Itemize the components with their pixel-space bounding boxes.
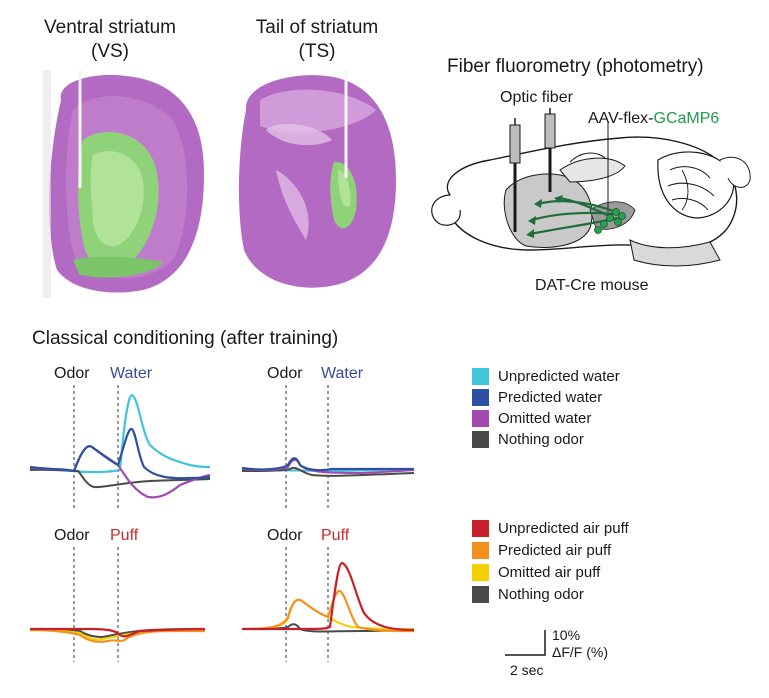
ts-unpredicted-air-puff-trace (242, 561, 415, 632)
mouse-brain-schematic (431, 108, 751, 267)
legend-swatch (472, 585, 489, 603)
ts-brain-image (236, 70, 399, 298)
legend-swatch (472, 519, 489, 537)
ts-predicted-water-trace (241, 457, 414, 472)
ts-water-traces (241, 385, 415, 510)
vs-puff-traces (29, 547, 206, 662)
legend-water-predicted: Predicted water (472, 387, 602, 407)
ts-water-odor-label: Odor (267, 365, 303, 382)
legend-swatch (472, 388, 489, 406)
scale-y-value: 10% (552, 627, 581, 643)
vs-puff-odor-label: Odor (54, 527, 90, 544)
ts-puff-traces (241, 547, 415, 662)
legend-swatch (472, 430, 489, 448)
legend-puff-nothing: Nothing odor (472, 584, 584, 604)
aav-label: AAV-flex-GCaMP6 (588, 110, 720, 127)
vs-predicted-water-trace (29, 427, 211, 480)
mouse-label: DAT-Cre mouse (535, 277, 649, 294)
legend-swatch (472, 409, 489, 427)
ts-predicted-air-puff-trace (241, 589, 415, 633)
ts-puff-odor-label: Odor (267, 527, 303, 544)
vs-water-event-label: Water (110, 365, 153, 382)
scale-y-unit: ΔF/F (%) (552, 644, 609, 660)
vs-predicted-air-puff-trace (29, 628, 205, 643)
ts-puff-event-label: Puff (321, 527, 350, 544)
vs-water-traces (29, 385, 211, 510)
legend-swatch (472, 367, 489, 385)
legend-puff-unpredicted: Unpredicted air puff (472, 518, 629, 538)
legend-water-omitted: Omitted water (472, 408, 591, 428)
scale-bar (505, 630, 546, 656)
fiber-photometry-title: Fiber fluorometry (photometry) (447, 56, 704, 77)
ts-title: Tail of striatum (TS) (255, 17, 379, 62)
legend-puff-predicted: Predicted air puff (472, 540, 611, 560)
vs-water-odor-label: Odor (54, 365, 90, 382)
legend-puff-omitted: Omitted air puff (472, 562, 600, 582)
legend-water-nothing: Nothing odor (472, 429, 584, 449)
legend-swatch (472, 541, 489, 559)
scale-x-value: 2 sec (510, 662, 544, 678)
legend-water-unpredicted: Unpredicted water (472, 366, 620, 386)
optic-fiber-label: Optic fiber (500, 89, 573, 106)
ts-water-event-label: Water (321, 365, 364, 382)
vs-unpredicted-air-puff-trace (30, 627, 206, 638)
vs-title: Ventral striatum (VS) (44, 17, 176, 62)
vs-brain-image (43, 70, 206, 298)
legend-swatch (472, 563, 489, 581)
vs-puff-event-label: Puff (110, 527, 139, 544)
vs-omitted-water-trace (29, 445, 211, 499)
conditioning-title: Classical conditioning (after training) (32, 328, 339, 349)
